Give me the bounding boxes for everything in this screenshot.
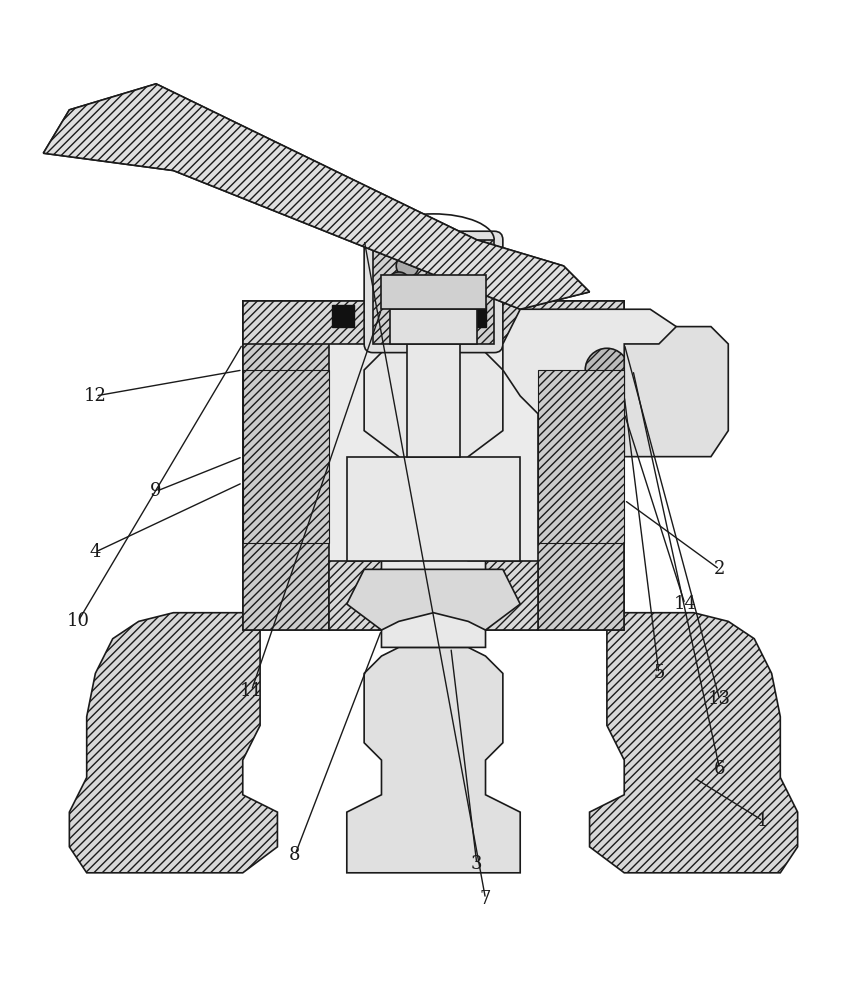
Circle shape [585, 348, 629, 392]
Text: 1: 1 [757, 812, 769, 830]
Text: 10: 10 [67, 612, 89, 630]
Polygon shape [347, 569, 520, 630]
Polygon shape [69, 613, 277, 873]
Polygon shape [373, 240, 494, 344]
Bar [332, 305, 354, 327]
Polygon shape [243, 370, 329, 543]
Polygon shape [538, 301, 624, 630]
Bar [390, 309, 477, 344]
Bar [407, 344, 460, 457]
FancyBboxPatch shape [364, 231, 503, 353]
Polygon shape [624, 327, 728, 457]
Text: 9: 9 [150, 482, 162, 500]
Text: 3: 3 [471, 855, 483, 873]
Bar [347, 457, 520, 561]
Bar [243, 301, 624, 630]
Polygon shape [243, 301, 624, 344]
Text: 5: 5 [653, 664, 665, 682]
Text: 13: 13 [708, 690, 731, 708]
Circle shape [388, 272, 410, 295]
Polygon shape [43, 84, 590, 309]
Polygon shape [590, 613, 798, 873]
Text: 6: 6 [714, 760, 726, 778]
Text: 8: 8 [289, 846, 301, 864]
Text: 11: 11 [240, 682, 263, 700]
Polygon shape [347, 647, 520, 873]
Polygon shape [364, 344, 503, 647]
Text: 7: 7 [479, 890, 492, 908]
Bar [464, 305, 486, 327]
Polygon shape [243, 301, 329, 630]
Text: 4: 4 [89, 543, 101, 561]
Polygon shape [538, 370, 624, 543]
Polygon shape [43, 84, 590, 309]
Polygon shape [329, 561, 538, 630]
Text: 2: 2 [714, 560, 726, 578]
Polygon shape [503, 309, 694, 431]
Bar [381, 275, 486, 309]
Text: 14: 14 [674, 595, 696, 613]
Circle shape [396, 255, 419, 277]
Text: 12: 12 [84, 387, 107, 405]
